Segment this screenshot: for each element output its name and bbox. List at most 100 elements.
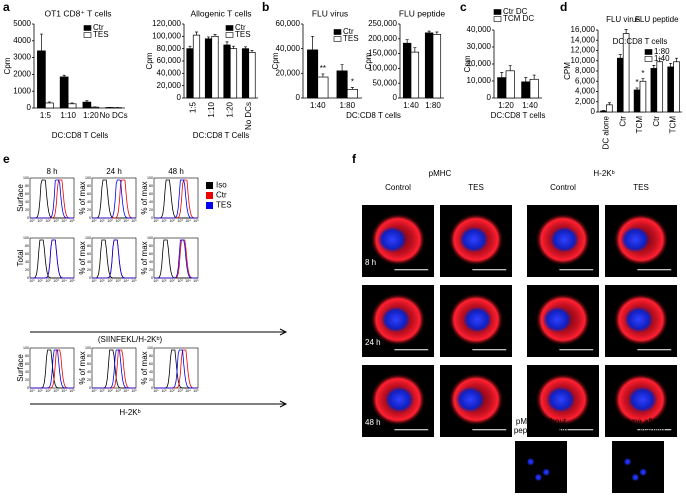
y-tick-label: 5000 [13,19,31,28]
nucleus [381,307,410,333]
y-tick-label: 20 [25,208,29,212]
time-label: 48 h [365,418,381,427]
annotation: * [635,78,638,87]
y-tick-label: 3000 [13,53,31,62]
bar [45,103,53,108]
error-bar [40,34,43,51]
bar [249,52,255,98]
y-axis-label: Total [16,249,25,266]
bar [242,49,248,98]
y-tick-label: 0 [151,276,153,280]
bar [205,39,211,98]
nucleus [535,474,542,481]
y-tick-label: 2,000 [575,97,596,106]
y-tick-label: 100 [147,346,153,350]
x-tick-label: 10⁰ [91,389,97,393]
y-tick-label: 20 [25,268,29,272]
x-tick-label: 10³ [177,389,183,393]
nucleus [621,227,650,253]
y-tick-label: 20 [149,378,153,382]
legend-swatch [84,33,91,38]
legend-swatch [84,26,91,31]
y-tick-label: 60 [87,192,91,196]
x-tick-label: 10¹ [37,219,43,223]
x-axis-label: H-2Kᵇ [119,408,140,417]
y-tick-label: 250,000 [368,19,397,28]
y-tick-label: 14,000 [571,35,596,44]
x-tick-label: 10⁰ [153,389,159,393]
x-tick-label: 10³ [115,219,121,223]
chart-title: OT1 CD8⁺ T cells [45,8,112,18]
bar [425,33,433,98]
y-axis-label: % of max [78,241,87,274]
legend-label: 1:40 [654,54,670,63]
error-bar [406,40,409,44]
nucleus [456,387,485,413]
histogram-curve [30,180,74,218]
y-tick-label: 100 [23,176,29,180]
x-tick-label: 1:40 [310,101,326,110]
annotation: * [65,99,68,108]
x-tick-label: 10³ [177,279,183,283]
nucleus [527,458,534,465]
x-tick-label: 1:20 [225,101,234,117]
x-tick-label: 10⁰ [29,219,35,223]
y-tick-label: 120,000 [152,19,181,28]
x-tick-label: 10³ [53,219,59,223]
y-tick-label: 80 [87,354,91,358]
y-tick-label: 80 [149,184,153,188]
legend-swatch [645,50,652,55]
chart-title: Allogenic T cells [190,8,251,18]
y-tick-label: 20 [87,378,91,382]
annotation: * [42,98,45,107]
histogram-curve [30,180,74,218]
column-label: TES [633,183,649,192]
annotation: ** [320,64,326,73]
x-tick-label: 10⁴ [123,279,129,283]
error-bar [675,58,678,62]
y-tick-label: 100 [147,176,153,180]
x-tick-label: 10² [169,279,175,283]
bar [224,45,230,98]
x-tick-label: 10⁰ [29,389,35,393]
nucleus [463,307,492,333]
legend-swatch [206,192,213,199]
y-tick-label: 8,000 [575,66,596,75]
column-label: Control [550,183,576,192]
histogram-curve [30,180,74,218]
nucleus [632,474,639,481]
x-tick-label: Ctr [618,116,627,127]
y-tick-label: 0 [393,93,398,102]
legend-swatch [334,30,341,35]
y-tick-label: 60 [87,362,91,366]
micrograph [612,441,664,493]
y-tick-label: 80 [149,354,153,358]
x-tick-label: 10² [107,389,113,393]
y-tick-label: 80,000 [157,44,182,53]
x-tick-label: 10² [107,219,113,223]
y-tick-label: 0 [27,386,29,390]
group-label: pMHC [429,169,452,178]
y-tick-label: 100,000 [152,31,181,40]
x-tick-label: 10⁰ [29,279,35,283]
column-label: TES [468,183,484,192]
x-tick-label: No DCs [100,111,128,120]
time-label: 24 h [365,338,381,347]
legend-swatch [226,26,233,31]
y-axis-label: Surface [16,354,25,382]
axis-arrow [30,329,286,335]
x-tick-label: 10⁴ [123,219,129,223]
x-tick-label: 10³ [53,389,59,393]
x-tick-label: 10⁵ [131,219,137,223]
y-tick-label: 6,000 [575,76,596,85]
x-tick-label: 1:80 [339,101,355,110]
x-tick-label: No DCs [244,102,253,130]
error-bar [435,32,438,34]
y-tick-label: 20 [149,208,153,212]
x-tick-label: 10¹ [37,279,43,283]
x-axis-label: DC:CD8 T Cells [193,131,250,140]
x-tick-label: 10² [45,389,51,393]
bar [522,82,530,98]
legend-label: Iso [216,181,227,190]
nucleus [543,469,550,476]
